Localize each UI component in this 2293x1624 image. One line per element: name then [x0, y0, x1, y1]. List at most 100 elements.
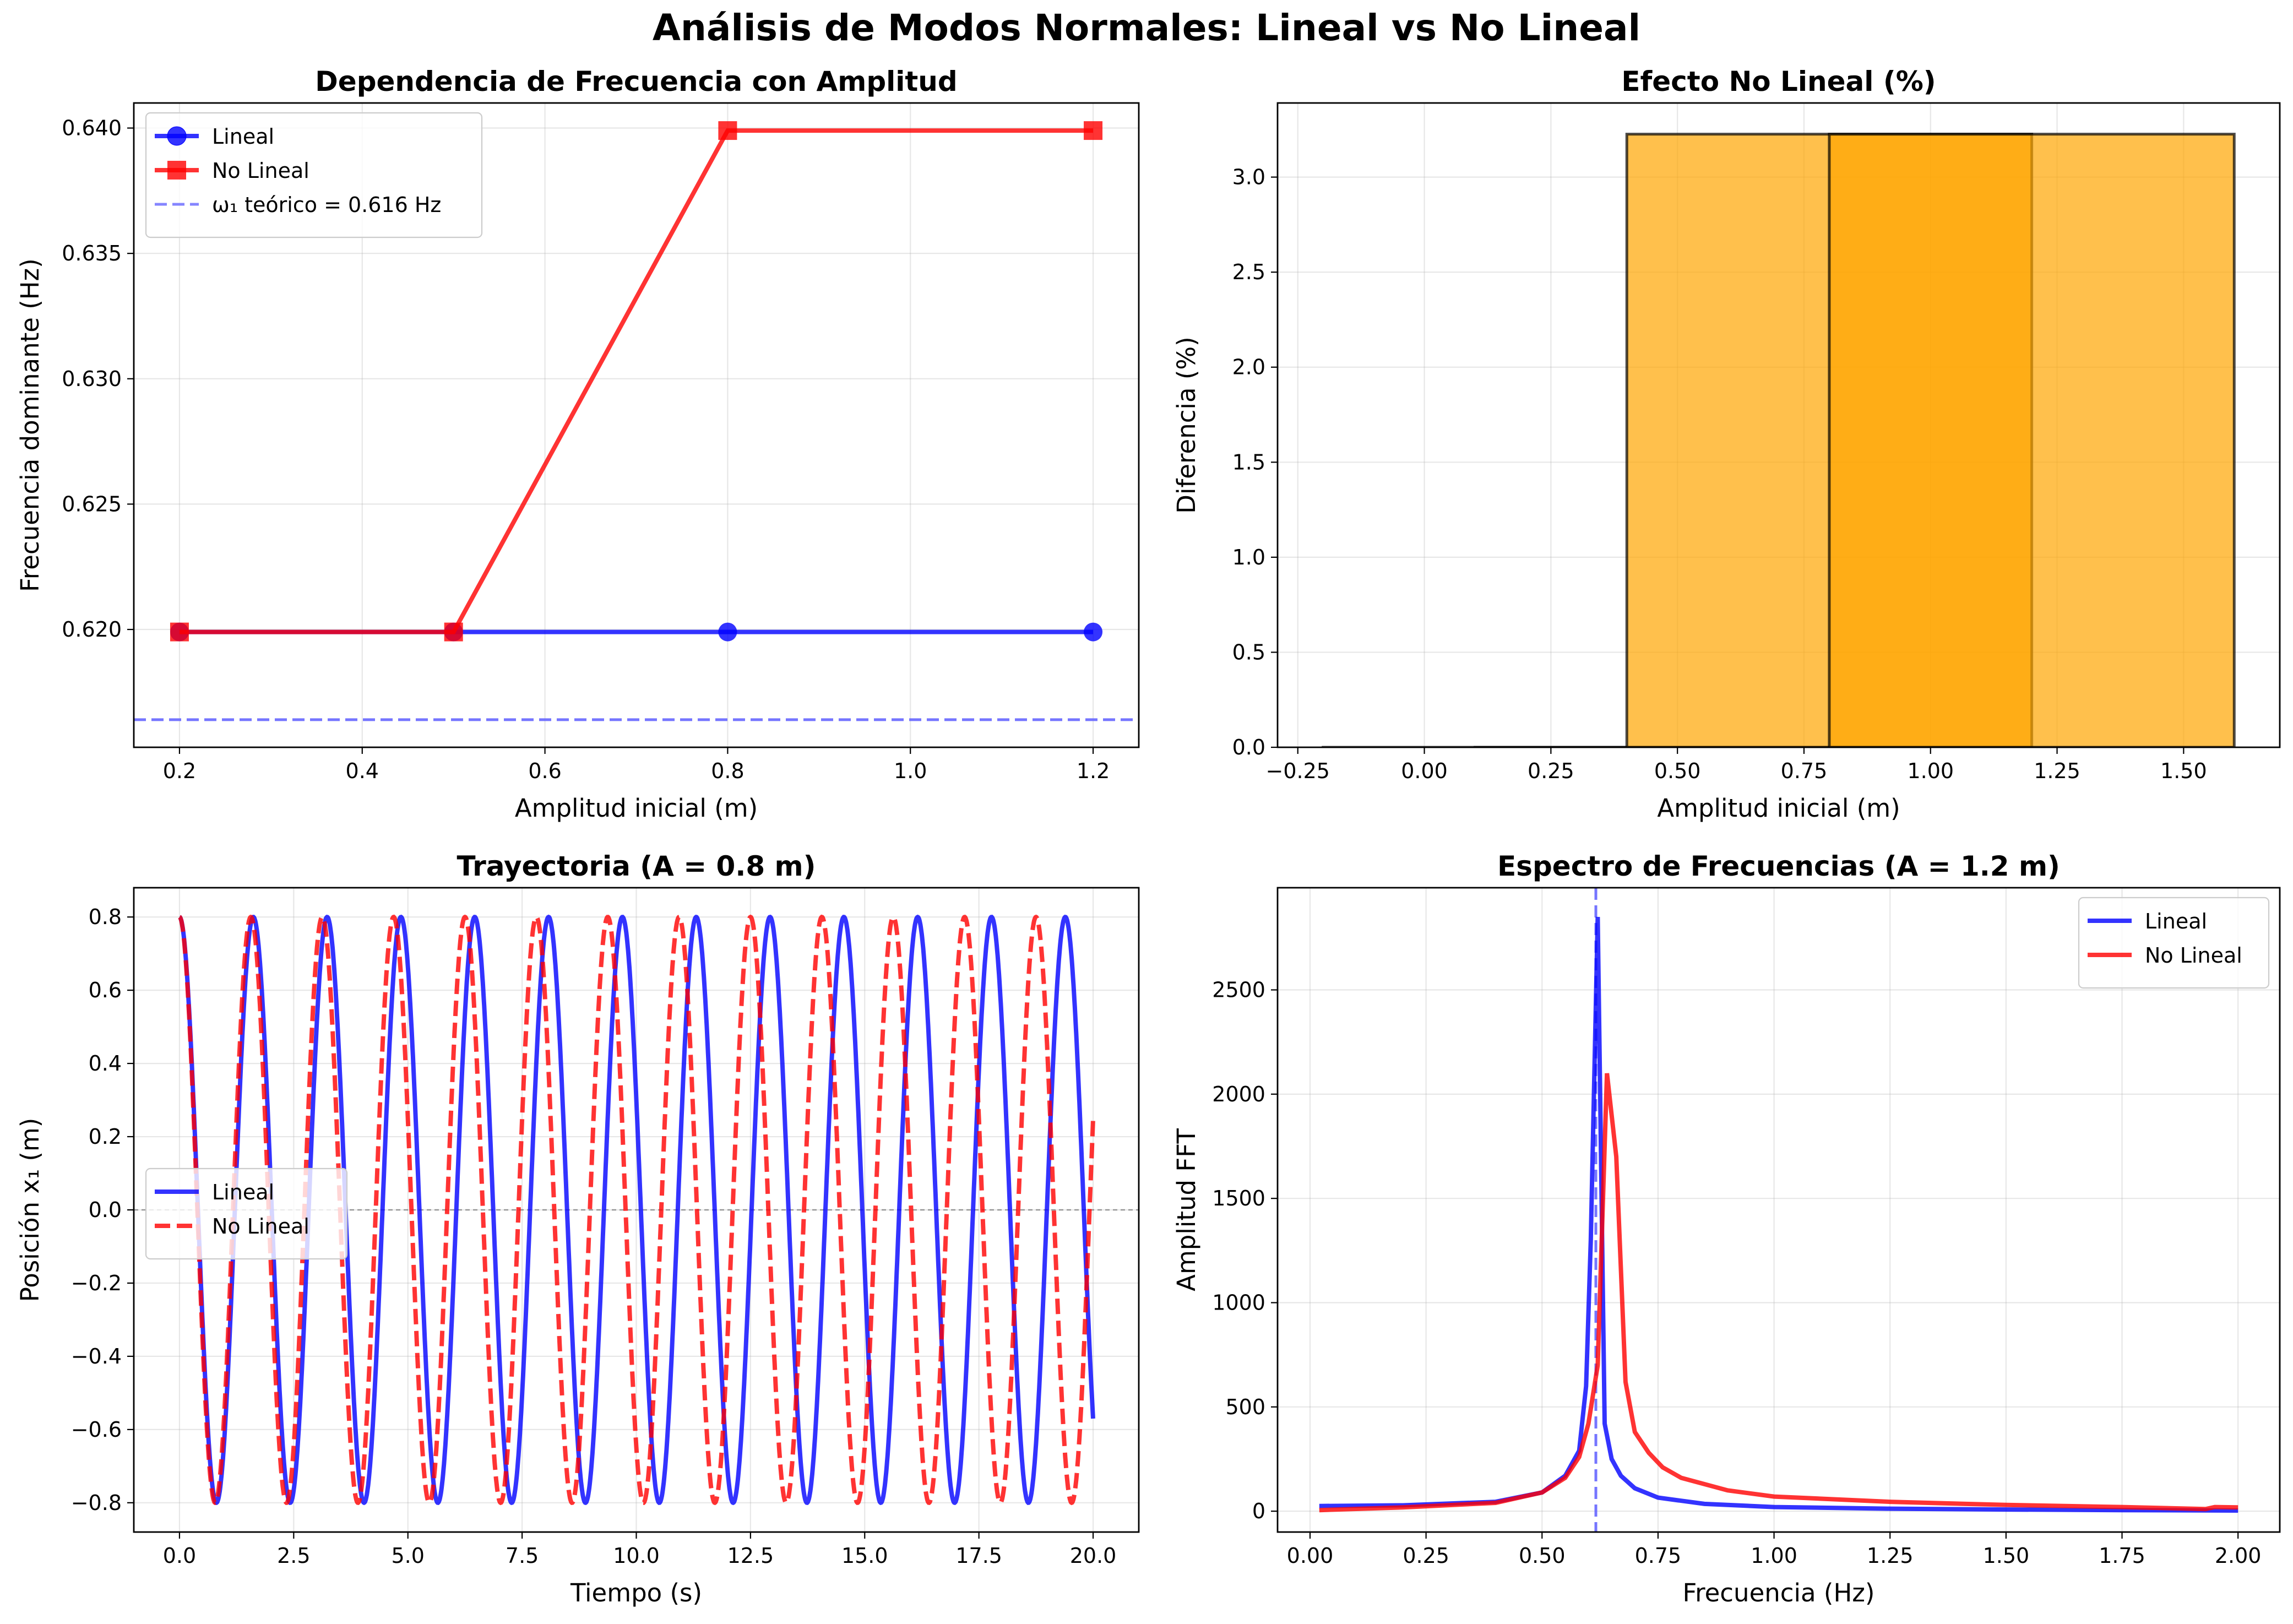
- y-tick-label: 1.0: [1232, 545, 1265, 569]
- legend-marker-square: [167, 161, 186, 180]
- plot-area: [134, 914, 1139, 1506]
- axes-frame: 0.0 2.5 5.0 7.5 10.0 12.5 15.0 17.5 20.0 −0.8 −0.6…: [15, 850, 1140, 1607]
- x-tick-label: 1.75: [2099, 1544, 2145, 1568]
- x-tick-label: 5.0: [392, 1544, 425, 1568]
- x-tick-label: 1.0: [894, 759, 927, 783]
- legend-entry-label: No Lineal: [212, 1214, 309, 1239]
- grid-lines: [134, 103, 1139, 747]
- spectrum-line-lineal: [1319, 916, 2238, 1513]
- data-point-no-lineal: [170, 622, 189, 642]
- x-tick-label: 0.6: [528, 759, 561, 783]
- x-tick-label: 10.0: [613, 1544, 660, 1568]
- y-tick-label: −0.4: [71, 1344, 122, 1368]
- x-tick-label: 1.25: [2034, 759, 2080, 783]
- x-tick-label: 17.5: [955, 1544, 1002, 1568]
- x-tick-label: 0.0: [163, 1544, 196, 1568]
- data-point-lineal: [718, 622, 737, 642]
- legend-box: [145, 112, 483, 238]
- x-axis-label: Amplitud inicial (m): [515, 794, 758, 823]
- x-tick-label: 0.75: [1635, 1544, 1682, 1568]
- y-tick-label: 500: [1225, 1395, 1265, 1419]
- panel-nonlinear-effect: −0.25 0.00 0.25 0.50 0.75 1.00 1.25 1.50 0.0 0.5 1…: [1172, 66, 2281, 823]
- grid-lines: [1278, 888, 2280, 1532]
- x-tick-label: 0.25: [1403, 1544, 1449, 1568]
- plot-area: [1319, 888, 2238, 1532]
- chart-title: Espectro de Frecuencias (A = 1.2 m): [1497, 850, 2060, 882]
- data-point-no-lineal: [718, 121, 737, 140]
- x-tick-label: −0.25: [1266, 759, 1330, 783]
- y-tick-label: 3.0: [1232, 165, 1265, 189]
- axes-border: [1276, 102, 2281, 748]
- x-tick-label: 0.25: [1528, 759, 1574, 783]
- figure-title: Análisis de Modos Normales: Lineal vs No…: [652, 7, 1641, 49]
- x-tick-label: 0.00: [1401, 759, 1448, 783]
- x-tick-label: 1.2: [1077, 759, 1110, 783]
- legend-entry-label: No Lineal: [212, 159, 309, 183]
- axes-border: [1276, 887, 2281, 1533]
- y-axis-label: Amplitud FFT: [1172, 1128, 1201, 1291]
- axes-frame: 0.2 0.4 0.6 0.8 1.0 1.2 0.620 0.625 0.630 0.635 0.…: [15, 66, 1140, 823]
- y-tick-label: −0.6: [71, 1417, 122, 1442]
- y-tick-label: 0.635: [62, 241, 122, 265]
- y-tick-label: 0.8: [89, 905, 122, 929]
- x-tick-label: 12.5: [727, 1544, 774, 1568]
- x-tick-label: 0.00: [1287, 1544, 1334, 1568]
- x-tick-label: 2.00: [2215, 1544, 2262, 1568]
- y-tick-label: 2500: [1212, 978, 1265, 1002]
- legend-entry-label: Lineal: [2145, 909, 2207, 933]
- y-tick-label: 0.640: [62, 116, 122, 140]
- legend: Lineal No Lineal: [145, 1167, 348, 1260]
- y-axis-label: Frecuencia dominante (Hz): [15, 258, 45, 592]
- y-tick-label: 2000: [1212, 1082, 1265, 1106]
- x-tick-label: 0.4: [346, 759, 379, 783]
- panel-trajectory: 0.0 2.5 5.0 7.5 10.0 12.5 15.0 17.5 20.0 −0.8 −0.6…: [15, 850, 1140, 1607]
- x-tick-label: 0.8: [711, 759, 744, 783]
- legend-entry-label: ω₁ teórico = 0.616 Hz: [212, 193, 441, 217]
- x-tick-label: 1.00: [1907, 759, 1954, 783]
- x-tick-label: 2.5: [277, 1544, 310, 1568]
- legend: Lineal No Lineal ω₁ teórico = 0.616 Hz: [145, 112, 483, 238]
- series-line-no-lineal: [178, 914, 1095, 1506]
- spectrum-line-no-lineal: [1319, 1073, 2238, 1513]
- x-tick-label: 20.0: [1070, 1544, 1117, 1568]
- x-tick-label: 7.5: [506, 1544, 539, 1568]
- x-axis-label: Amplitud inicial (m): [1657, 794, 1900, 823]
- y-tick-label: 0.6: [89, 978, 122, 1002]
- legend-entry-label: No Lineal: [2145, 943, 2242, 968]
- axes-border: [133, 102, 1140, 748]
- panel-frequency-spectrum: 0.00 0.25 0.50 0.75 1.00 1.25 1.50 1.75 2.00 0 500…: [1172, 850, 2281, 1607]
- x-tick-label: 0.50: [1519, 1544, 1566, 1568]
- chart-title: Efecto No Lineal (%): [1621, 66, 1936, 97]
- series-line-lineal: [178, 914, 1095, 1506]
- y-tick-label: 2.5: [1232, 260, 1265, 284]
- plot-area: [134, 121, 1139, 721]
- y-tick-label: 0.625: [62, 492, 122, 516]
- chart-title: Dependencia de Frecuencia con Amplitud: [315, 66, 957, 97]
- data-point-lineal: [1084, 622, 1103, 642]
- x-tick-label: 0.50: [1654, 759, 1701, 783]
- y-tick-label: 0.2: [89, 1125, 122, 1149]
- y-tick-label: 1500: [1212, 1186, 1265, 1210]
- y-tick-label: 0.630: [62, 367, 122, 391]
- chart-title: Trayectoria (A = 0.8 m): [457, 850, 816, 882]
- y-tick-label: 0.4: [89, 1051, 122, 1076]
- plot-area: [1322, 133, 2236, 747]
- x-tick-label: 15.0: [841, 1544, 888, 1568]
- y-axis-label: Diferencia (%): [1172, 336, 1201, 513]
- y-tick-label: −0.8: [71, 1491, 122, 1515]
- y-axis-label: Posición x₁ (m): [15, 1118, 45, 1302]
- data-point-no-lineal: [1084, 121, 1103, 140]
- x-tick-label: 1.00: [1751, 1544, 1797, 1568]
- y-tick-label: −0.2: [71, 1271, 122, 1295]
- legend-marker-circle: [167, 126, 187, 146]
- data-point-no-lineal: [444, 622, 463, 642]
- legend-entry-label: Lineal: [212, 124, 274, 149]
- y-tick-label: 0.620: [62, 617, 122, 642]
- y-tick-label: 0: [1252, 1499, 1265, 1523]
- legend-entry-label: Lineal: [212, 1180, 274, 1204]
- y-tick-label: 1000: [1212, 1290, 1265, 1315]
- x-tick-label: 1.50: [2160, 759, 2207, 783]
- series-line-no-lineal: [179, 128, 1094, 634]
- x-axis-label: Tiempo (s): [570, 1578, 702, 1607]
